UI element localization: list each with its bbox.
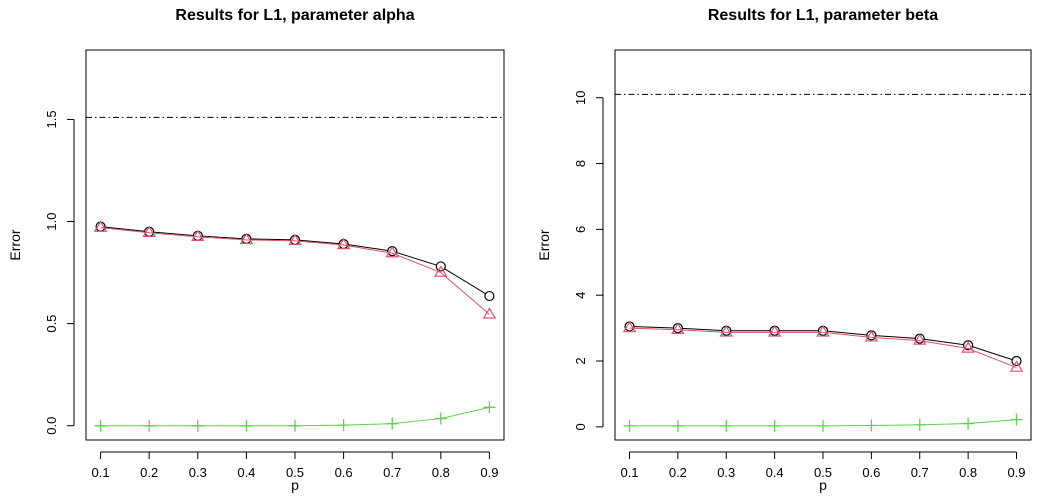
x-tick-label: 0.1 — [620, 465, 638, 480]
data-point-plus — [434, 412, 447, 425]
x-tick-label: 0.9 — [1007, 465, 1025, 480]
data-point-plus — [337, 419, 350, 432]
data-point-triangle — [191, 229, 205, 242]
data-point-plus — [768, 419, 781, 432]
data-point-triangle — [142, 225, 156, 237]
y-tick-label: 0.5 — [44, 315, 59, 333]
data-point-plus — [483, 401, 496, 414]
y-tick-label: 6 — [573, 226, 588, 233]
data-point-plus — [94, 419, 107, 432]
data-point-plus — [817, 419, 829, 432]
y-tick-label: 8 — [573, 160, 588, 167]
x-tick-label: 0.6 — [862, 465, 880, 480]
x-tick-label: 0.2 — [669, 465, 687, 480]
data-point-triangle — [864, 330, 879, 342]
data-point-triangle — [288, 233, 302, 246]
data-point-triangle — [336, 237, 351, 250]
data-point-plus — [962, 417, 975, 430]
data-point-triangle — [961, 341, 975, 353]
y-tick-label: 1.0 — [44, 212, 59, 230]
x-tick-label: 0.8 — [432, 465, 450, 480]
data-point-triangle — [912, 333, 927, 345]
data-point-plus — [143, 419, 156, 432]
y-tick-label: 0.0 — [44, 417, 59, 435]
series-line-triangle — [100, 227, 490, 315]
x-tick-label: 0.3 — [717, 465, 735, 480]
data-point-plus — [913, 418, 926, 431]
y-axis-label: Error — [536, 229, 552, 260]
x-tick-label: 0.7 — [911, 465, 929, 480]
y-axis-label: Error — [7, 229, 23, 260]
data-point-triangle — [93, 220, 108, 232]
data-point-plus — [289, 419, 301, 432]
data-point-triangle — [622, 320, 637, 333]
y-tick-label: 2 — [573, 357, 588, 364]
y-tick-label: 4 — [573, 292, 588, 299]
x-tick-label: 0.6 — [335, 465, 353, 480]
plot-frame — [85, 49, 505, 441]
x-tick-label: 0.8 — [959, 465, 977, 480]
data-point-plus — [865, 419, 878, 432]
x-tick-label: 0.4 — [766, 465, 784, 480]
chart-panel-beta: Results for L1, parameter beta 0.1 0.2 0.3 0… — [536, 7, 1032, 493]
data-point-triangle — [434, 265, 448, 277]
data-point-circle — [484, 290, 495, 302]
x-axis-label: p — [819, 477, 827, 493]
x-tick-label: 0.7 — [383, 465, 401, 480]
chart-panel-alpha: Results for L1, parameter alpha 0.1 0.2 0.3… — [7, 7, 505, 493]
data-point-plus — [191, 419, 204, 432]
data-point-plus — [720, 419, 733, 432]
data-point-triangle — [1009, 360, 1024, 372]
data-point-triangle — [482, 307, 497, 319]
data-point-triangle — [385, 245, 399, 258]
data-point-plus — [386, 417, 399, 430]
data-point-triangle — [671, 322, 685, 334]
x-tick-label: 0.9 — [480, 465, 498, 480]
chart-title: Results for L1, parameter beta — [708, 7, 938, 24]
data-point-plus — [671, 419, 684, 432]
data-point-triangle — [767, 325, 782, 337]
data-point-triangle — [719, 325, 734, 337]
y-tick-label: 1.5 — [44, 110, 59, 128]
x-tick-label: 0.5 — [814, 465, 832, 480]
data-point-plus — [240, 419, 253, 432]
x-tick-label: 0.3 — [189, 465, 207, 480]
x-tick-label: 0.5 — [286, 465, 304, 480]
data-point-plus — [623, 419, 636, 432]
chart-title: Results for L1, parameter alpha — [175, 7, 414, 24]
y-tick-label: 10 — [573, 90, 588, 104]
x-tick-label: 0.1 — [92, 465, 110, 480]
series-line-triangle — [629, 327, 1017, 369]
data-point-triangle — [239, 232, 254, 245]
data-point-plus — [1010, 413, 1023, 426]
x-axis-label: p — [291, 477, 299, 493]
x-tick-label: 0.2 — [140, 465, 158, 480]
plot-frame — [614, 49, 1032, 441]
y-tick-label: 0 — [573, 423, 588, 430]
data-point-triangle — [816, 325, 830, 337]
x-tick-label: 0.4 — [237, 465, 255, 480]
